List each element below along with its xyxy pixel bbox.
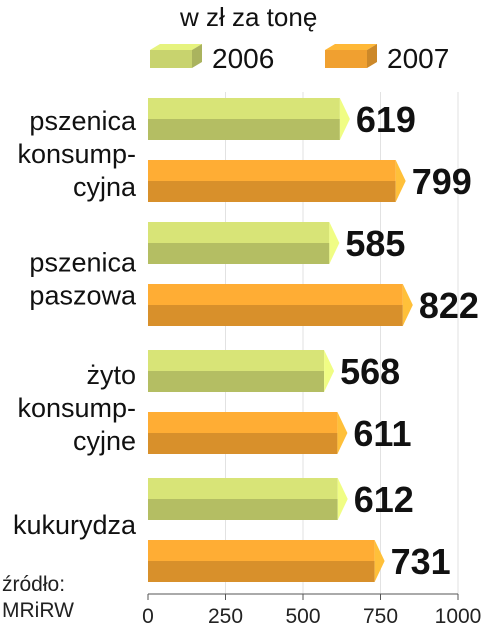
category-label-3-line-2: konsump- bbox=[17, 393, 136, 423]
bar-tip bbox=[337, 478, 348, 520]
bar-2007-1: 799 bbox=[148, 160, 472, 202]
value-label: 731 bbox=[391, 541, 451, 582]
category-label-3-line-1: żyto bbox=[86, 360, 136, 390]
bar-face-lower bbox=[148, 561, 375, 582]
bar-2006-2: 585 bbox=[148, 222, 405, 264]
bar-face-lower bbox=[148, 243, 330, 264]
category-label-3-line-3: cyjne bbox=[73, 426, 136, 456]
legend-label-2007: 2007 bbox=[387, 43, 449, 74]
bar-2007-2: 822 bbox=[148, 284, 479, 326]
bar-tip bbox=[395, 160, 406, 202]
tick-label-250: 250 bbox=[208, 605, 243, 628]
bar-face-upper bbox=[148, 284, 403, 305]
tick-label-500: 500 bbox=[285, 605, 320, 628]
source-line-1: źródło: bbox=[2, 573, 65, 596]
bar-face-upper bbox=[148, 160, 396, 181]
value-label: 612 bbox=[354, 479, 414, 520]
bar-face-upper bbox=[148, 350, 325, 371]
legend-swatch-side bbox=[367, 44, 377, 68]
value-label: 619 bbox=[356, 99, 416, 140]
legend-item-2007: 2007 bbox=[325, 43, 449, 74]
bar-tip bbox=[329, 222, 340, 264]
x-axis: 0 250 500 750 1000 bbox=[142, 593, 482, 628]
bar-tip bbox=[339, 98, 350, 140]
bar-tip bbox=[374, 540, 385, 582]
bar-2006-1: 619 bbox=[148, 98, 416, 140]
bar-face-lower bbox=[148, 371, 325, 392]
legend: 2006 2007 bbox=[150, 43, 449, 74]
bar-2006-4: 612 bbox=[148, 478, 414, 520]
category-label-2-line-1: pszenica bbox=[29, 248, 137, 278]
bar-face-lower bbox=[148, 119, 340, 140]
category-label-2-line-2: paszowa bbox=[29, 281, 137, 311]
bar-face-upper bbox=[148, 478, 338, 499]
legend-item-2006: 2006 bbox=[150, 43, 274, 74]
bar-face-lower bbox=[148, 305, 403, 326]
bar-2007-3: 611 bbox=[148, 412, 411, 454]
value-label: 799 bbox=[412, 161, 472, 202]
category-label-1-line-2: konsump- bbox=[17, 139, 136, 169]
tick-label-750: 750 bbox=[363, 605, 398, 628]
value-label: 585 bbox=[345, 223, 405, 264]
value-label: 822 bbox=[419, 285, 479, 326]
bar-tip bbox=[337, 412, 348, 454]
tick-label-0: 0 bbox=[142, 605, 154, 628]
category-labels: pszenicakonsump-cyjnapszenicapaszoważyto… bbox=[13, 106, 137, 540]
legend-swatch-side bbox=[192, 44, 202, 68]
tick-label-1000: 1000 bbox=[435, 605, 482, 628]
bar-face-upper bbox=[148, 222, 330, 243]
bar-face-lower bbox=[148, 433, 338, 454]
legend-swatch bbox=[150, 50, 192, 68]
category-label-1-line-1: pszenica bbox=[29, 106, 137, 136]
category-label-4-line-1: kukurydza bbox=[13, 510, 137, 540]
legend-swatch-top bbox=[150, 44, 202, 50]
source-note: źródło: MRiRW bbox=[2, 573, 74, 622]
category-label-1-line-3: cyjna bbox=[73, 172, 137, 202]
bar-face-upper bbox=[148, 412, 338, 433]
legend-label-2006: 2006 bbox=[212, 43, 274, 74]
value-label: 568 bbox=[340, 351, 400, 392]
bar-tip bbox=[402, 284, 413, 326]
bar-face-upper bbox=[148, 98, 340, 119]
legend-swatch bbox=[325, 50, 367, 68]
bar-face-upper bbox=[148, 540, 375, 561]
value-label: 611 bbox=[353, 413, 411, 454]
bar-face-lower bbox=[148, 499, 338, 520]
legend-swatch-top bbox=[325, 44, 377, 50]
source-line-2: MRiRW bbox=[2, 599, 74, 622]
bar-tip bbox=[324, 350, 335, 392]
bar-2007-4: 731 bbox=[148, 540, 451, 582]
unit-label: w zł za tonę bbox=[179, 2, 317, 32]
bar-face-lower bbox=[148, 181, 396, 202]
bar-2006-3: 568 bbox=[148, 350, 400, 392]
